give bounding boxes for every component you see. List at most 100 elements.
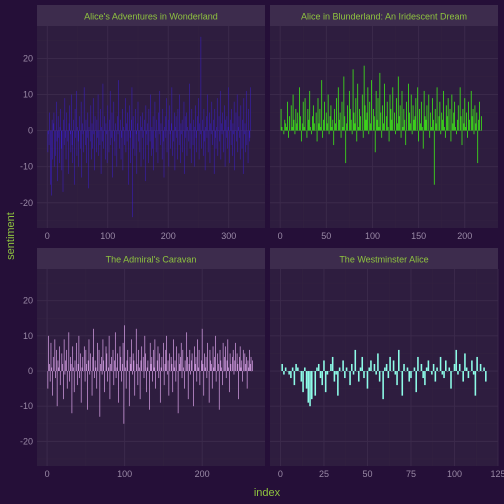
bar bbox=[244, 130, 245, 135]
bar bbox=[137, 371, 139, 386]
bar bbox=[234, 360, 236, 372]
bar bbox=[166, 130, 168, 153]
bar bbox=[238, 371, 239, 400]
bar bbox=[456, 130, 457, 135]
bar bbox=[392, 87, 394, 131]
bar bbox=[184, 360, 186, 372]
bar bbox=[128, 371, 130, 407]
bar bbox=[218, 363, 219, 372]
bar bbox=[69, 371, 70, 382]
bar bbox=[233, 101, 235, 131]
bar bbox=[57, 116, 59, 131]
bar bbox=[216, 98, 218, 131]
bar bbox=[94, 371, 95, 379]
bar bbox=[472, 371, 475, 375]
bar bbox=[246, 371, 248, 389]
bar bbox=[158, 130, 160, 135]
x-tick-label: 300 bbox=[221, 231, 236, 241]
bar bbox=[109, 119, 110, 131]
bar bbox=[173, 130, 174, 142]
bar bbox=[229, 130, 230, 164]
bar bbox=[342, 360, 344, 372]
bar bbox=[364, 105, 366, 131]
bar bbox=[352, 69, 354, 131]
bar bbox=[313, 123, 315, 131]
bar bbox=[144, 130, 146, 182]
bar bbox=[368, 130, 370, 135]
bar bbox=[385, 363, 388, 372]
bar bbox=[209, 130, 211, 164]
bar bbox=[476, 356, 478, 372]
bar bbox=[248, 108, 249, 131]
bar bbox=[237, 363, 239, 372]
bar bbox=[98, 130, 99, 156]
bar bbox=[408, 371, 411, 382]
bar bbox=[445, 105, 447, 131]
bar bbox=[59, 371, 61, 386]
bar bbox=[387, 371, 390, 379]
bar bbox=[381, 130, 383, 138]
bar bbox=[182, 130, 184, 153]
bar bbox=[419, 108, 420, 131]
bar bbox=[131, 339, 132, 372]
bar bbox=[204, 130, 205, 142]
bar bbox=[402, 127, 404, 131]
bar bbox=[413, 367, 416, 372]
bar bbox=[187, 127, 188, 131]
bar bbox=[220, 130, 222, 160]
y-tick-label: -10 bbox=[20, 162, 33, 172]
bar bbox=[48, 335, 49, 372]
bar bbox=[108, 130, 110, 153]
bar bbox=[167, 360, 169, 372]
bar bbox=[180, 342, 182, 372]
bar bbox=[76, 342, 77, 372]
bar bbox=[235, 342, 236, 372]
bar bbox=[442, 119, 444, 131]
bar bbox=[96, 119, 98, 131]
bar bbox=[340, 130, 342, 138]
bar bbox=[152, 130, 153, 149]
bar bbox=[51, 119, 53, 131]
bar bbox=[175, 127, 176, 131]
bar bbox=[464, 98, 466, 131]
bar bbox=[465, 127, 467, 131]
bar bbox=[55, 130, 57, 156]
bar bbox=[83, 130, 84, 153]
bar bbox=[246, 130, 248, 146]
bar bbox=[462, 371, 464, 382]
bar bbox=[388, 130, 390, 142]
bar bbox=[236, 94, 238, 131]
bar bbox=[88, 127, 90, 131]
bar bbox=[162, 108, 164, 131]
bar bbox=[200, 36, 202, 131]
bar bbox=[293, 119, 295, 131]
bar bbox=[116, 130, 118, 167]
bar bbox=[222, 112, 223, 131]
x-tick-label: 100 bbox=[447, 469, 462, 479]
bar bbox=[312, 116, 313, 131]
bar bbox=[66, 349, 67, 372]
bar bbox=[123, 371, 125, 424]
bar bbox=[297, 367, 299, 372]
bar bbox=[225, 119, 226, 131]
bar bbox=[120, 119, 121, 131]
bar bbox=[458, 363, 461, 372]
bar bbox=[60, 108, 61, 131]
bar bbox=[212, 346, 214, 372]
bar bbox=[303, 127, 305, 131]
bar bbox=[199, 371, 201, 386]
bar bbox=[148, 130, 149, 164]
bar bbox=[49, 112, 50, 131]
bar bbox=[472, 108, 474, 131]
bar bbox=[50, 342, 52, 372]
x-tick-label: 50 bbox=[321, 231, 331, 241]
bar bbox=[125, 130, 127, 153]
bar bbox=[378, 127, 380, 131]
bar bbox=[206, 116, 207, 131]
bar bbox=[92, 130, 93, 149]
bar bbox=[405, 130, 407, 146]
bar bbox=[439, 101, 441, 131]
bar bbox=[377, 353, 379, 372]
bar bbox=[203, 371, 205, 396]
bar bbox=[337, 87, 339, 131]
